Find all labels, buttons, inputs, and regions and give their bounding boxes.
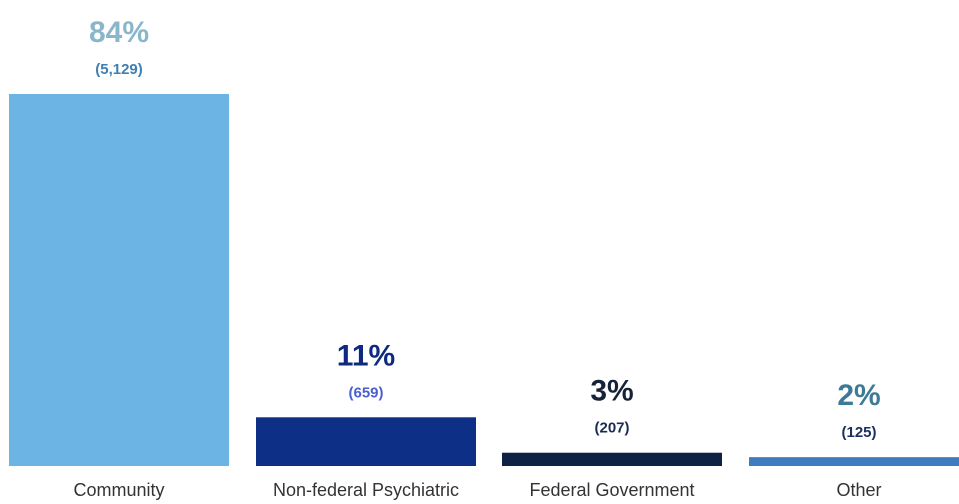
bar-3 [749, 457, 959, 466]
category-label-2: Federal Government [529, 480, 694, 500]
category-label-0: Community [73, 480, 164, 500]
percent-label-3: 2% [837, 379, 880, 412]
count-label-1: (659) [348, 384, 383, 401]
bar-1 [256, 417, 476, 466]
category-label-3: Other [836, 480, 881, 500]
category-label-1: Non-federal Psychiatric [273, 480, 459, 500]
percent-label-1: 11% [337, 339, 395, 372]
percent-label-0: 84% [89, 16, 149, 49]
count-label-0: (5,129) [95, 61, 143, 78]
percent-label-2: 3% [590, 375, 633, 408]
bar-2 [502, 452, 722, 466]
bar-0 [9, 94, 229, 466]
count-label-3: (125) [841, 424, 876, 441]
count-label-2: (207) [594, 420, 629, 437]
